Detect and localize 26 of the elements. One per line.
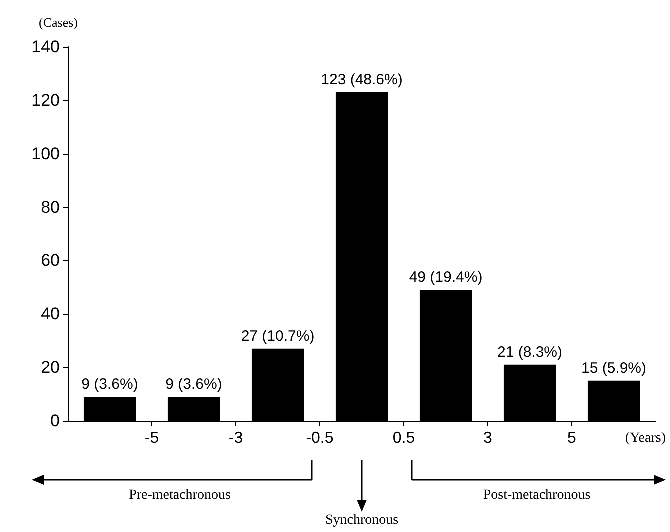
text: -3 xyxy=(228,430,244,447)
y-tick-label: 20 xyxy=(41,358,60,378)
data-label: 9 (3.6%) xyxy=(166,376,222,393)
y-axis-title: (Cases) xyxy=(39,15,78,30)
data-label: 21 (8.3%) xyxy=(497,344,563,361)
data-label: 15 (5.9%) xyxy=(581,360,647,377)
y-tick-label: 40 xyxy=(41,304,60,324)
text: (Years) xyxy=(625,431,666,446)
data-label: 49 (19.4%) xyxy=(409,269,483,286)
text: 3 xyxy=(484,430,493,447)
text: Synchronous xyxy=(325,513,399,528)
y-tick-label: 0 xyxy=(50,412,60,430)
text: 5 xyxy=(568,430,577,447)
text: Pre-metachronous xyxy=(129,488,231,503)
y-tick-label: 120 xyxy=(32,90,60,110)
y-tick-label: 100 xyxy=(32,144,60,164)
text: -0.5 xyxy=(306,430,334,447)
data-label: 123 (48.6%) xyxy=(321,71,403,88)
text: Post-metachronous xyxy=(483,488,591,503)
y-tick-label: 60 xyxy=(41,251,60,270)
y-tick-label: 140 xyxy=(32,38,60,56)
y-tick-label: 80 xyxy=(41,198,60,217)
text: 0.5 xyxy=(392,430,416,447)
data-label: 9 (3.6%) xyxy=(82,376,138,393)
data-label: 27 (10.7%) xyxy=(241,328,315,345)
text: -5 xyxy=(144,430,160,447)
